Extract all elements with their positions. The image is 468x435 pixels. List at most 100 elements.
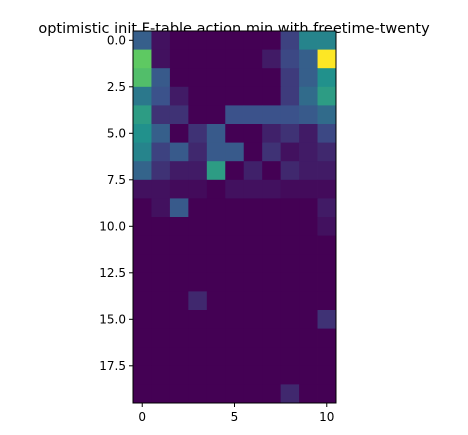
heatmap-cell bbox=[151, 179, 171, 199]
heatmap-cell bbox=[280, 365, 300, 385]
heatmap-cell bbox=[262, 161, 282, 181]
heatmap-cell bbox=[151, 347, 171, 367]
x-tick-label: 0 bbox=[138, 410, 146, 424]
heatmap-cell bbox=[188, 328, 208, 348]
heatmap-cell bbox=[299, 198, 318, 218]
heatmap-cell bbox=[133, 217, 152, 236]
heatmap-cell bbox=[169, 198, 189, 218]
heatmap-cell bbox=[151, 291, 171, 311]
heatmap-cell bbox=[280, 49, 300, 69]
heatmap-cell bbox=[188, 235, 208, 255]
heatmap-cell bbox=[299, 217, 318, 236]
heatmap-cell bbox=[317, 347, 337, 367]
heatmap-cell bbox=[299, 49, 318, 69]
x-tick-label: 5 bbox=[231, 410, 239, 424]
heatmap-cell bbox=[206, 235, 226, 255]
heatmap-cell bbox=[188, 310, 208, 329]
heatmap-cell bbox=[317, 310, 337, 329]
heatmap-cell bbox=[188, 291, 208, 311]
heatmap-cell bbox=[206, 124, 226, 143]
heatmap-cell bbox=[188, 49, 208, 69]
heatmap-cell bbox=[280, 384, 300, 404]
heatmap-cell bbox=[225, 217, 245, 236]
heatmap-cell bbox=[169, 384, 189, 404]
heatmap-cell bbox=[133, 310, 152, 329]
heatmap-cell bbox=[317, 86, 337, 106]
heatmap-cell bbox=[169, 124, 189, 143]
heatmap-cell bbox=[133, 161, 152, 181]
heatmap-cell bbox=[169, 68, 189, 88]
heatmap-cell bbox=[280, 328, 300, 348]
heatmap-cell bbox=[299, 31, 318, 50]
heatmap-cell bbox=[206, 86, 226, 106]
heatmap-cell bbox=[225, 365, 245, 385]
heatmap-cell bbox=[151, 105, 171, 125]
heatmap-cell bbox=[206, 105, 226, 125]
heatmap-cell bbox=[243, 347, 263, 367]
heatmap-cells bbox=[133, 31, 337, 404]
heatmap-cell bbox=[317, 254, 337, 274]
x-tick-label: 10 bbox=[319, 410, 334, 424]
heatmap-cell bbox=[243, 235, 263, 255]
heatmap-cell bbox=[169, 179, 189, 199]
heatmap-cell bbox=[188, 68, 208, 88]
heatmap-cell bbox=[262, 235, 282, 255]
heatmap-cell bbox=[243, 124, 263, 143]
heatmap-cell bbox=[262, 310, 282, 329]
heatmap-cell bbox=[225, 384, 245, 404]
heatmap-cell bbox=[151, 328, 171, 348]
heatmap-cell bbox=[299, 291, 318, 311]
heatmap-cell bbox=[169, 105, 189, 125]
heatmap-cell bbox=[188, 254, 208, 274]
heatmap-cell bbox=[151, 86, 171, 106]
heatmap-cell bbox=[169, 86, 189, 106]
heatmap-cell bbox=[225, 328, 245, 348]
heatmap-cell bbox=[206, 31, 226, 50]
heatmap-cell bbox=[280, 217, 300, 236]
y-tick-label: 17.5 bbox=[99, 359, 126, 373]
heatmap-cell bbox=[317, 142, 337, 162]
heatmap-cell bbox=[262, 217, 282, 236]
heatmap-cell bbox=[317, 31, 337, 50]
heatmap-cell bbox=[243, 31, 263, 50]
heatmap-cell bbox=[317, 49, 337, 69]
heatmap-cell bbox=[280, 235, 300, 255]
heatmap-cell bbox=[225, 105, 245, 125]
heatmap-cell bbox=[188, 198, 208, 218]
heatmap-cell bbox=[299, 272, 318, 292]
heatmap-cell bbox=[299, 105, 318, 125]
heatmap-cell bbox=[206, 49, 226, 69]
heatmap-cell bbox=[243, 142, 263, 162]
heatmap-cell bbox=[188, 272, 208, 292]
heatmap-cell bbox=[188, 217, 208, 236]
heatmap-cell bbox=[299, 179, 318, 199]
heatmap-cell bbox=[151, 142, 171, 162]
heatmap-cell bbox=[188, 179, 208, 199]
heatmap-cell bbox=[151, 235, 171, 255]
heatmap-cell bbox=[243, 310, 263, 329]
heatmap-cell bbox=[243, 105, 263, 125]
heatmap-cell bbox=[299, 328, 318, 348]
heatmap-cell bbox=[280, 291, 300, 311]
heatmap-cell bbox=[169, 291, 189, 311]
heatmap-cell bbox=[133, 49, 152, 69]
heatmap-cell bbox=[243, 217, 263, 236]
heatmap-cell bbox=[151, 217, 171, 236]
heatmap-cell bbox=[206, 328, 226, 348]
heatmap-cell bbox=[299, 161, 318, 181]
heatmap-cell bbox=[243, 272, 263, 292]
heatmap-cell bbox=[262, 49, 282, 69]
heatmap-cell bbox=[262, 365, 282, 385]
heatmap-cell bbox=[243, 198, 263, 218]
heatmap-cell bbox=[225, 68, 245, 88]
heatmap-cell bbox=[225, 31, 245, 50]
heatmap-cell bbox=[225, 272, 245, 292]
heatmap-cell bbox=[133, 179, 152, 199]
heatmap-cell bbox=[151, 310, 171, 329]
heatmap-cell bbox=[243, 86, 263, 106]
heatmap-cell bbox=[133, 272, 152, 292]
heatmap-cell bbox=[317, 161, 337, 181]
heatmap-cell bbox=[133, 198, 152, 218]
heatmap-cell bbox=[299, 365, 318, 385]
heatmap-cell bbox=[151, 31, 171, 50]
